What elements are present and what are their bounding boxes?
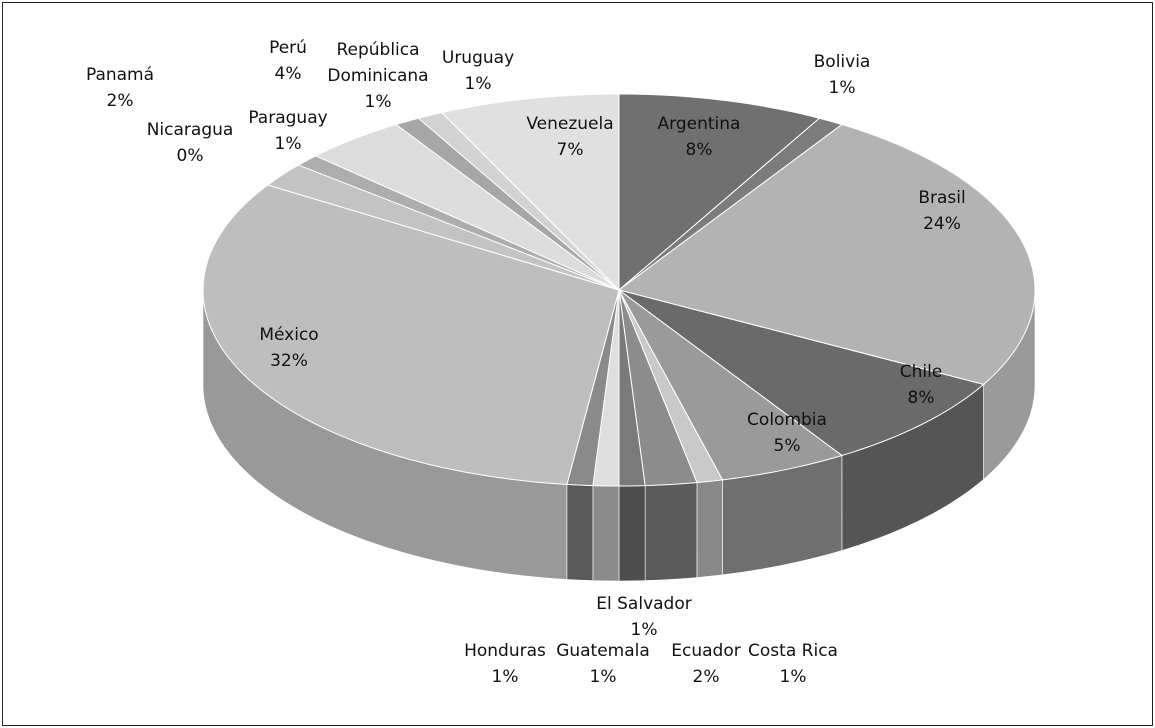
category-label: Argentina — [657, 114, 741, 134]
value-label: 1% — [274, 134, 302, 154]
value-label: 8% — [907, 388, 935, 408]
category-label: Honduras — [464, 641, 546, 661]
category-label: Guatemala — [556, 641, 650, 661]
category-label: Costa Rica — [748, 641, 838, 661]
data-label: Argentina 8% — [658, 111, 741, 163]
category-label: Colombia — [747, 410, 827, 430]
value-label: 1% — [779, 667, 807, 687]
data-label: Ecuador 2% — [671, 638, 740, 690]
data-label: Panamá 2% — [86, 62, 154, 114]
value-label: 1% — [589, 667, 617, 687]
slice — [618, 289, 986, 457]
value-label: 4% — [274, 64, 302, 84]
value-label: 2% — [692, 667, 720, 687]
slice — [617, 124, 1036, 385]
value-label: 2% — [106, 91, 134, 111]
value-label: 7% — [556, 140, 584, 160]
value-label: 5% — [773, 436, 801, 456]
data-label: Bolivia 1% — [814, 49, 871, 101]
value-label: 1% — [828, 78, 856, 98]
slice-side — [618, 485, 646, 582]
category-label: Chile — [899, 362, 943, 382]
data-label: Honduras 1% — [464, 638, 546, 690]
slice — [315, 123, 620, 291]
data-label: Guatemala 1% — [556, 638, 650, 690]
slice — [618, 289, 843, 481]
category-label: Uruguay — [441, 48, 515, 68]
slice-side — [644, 482, 698, 581]
data-label: República Dominicana 1% — [323, 37, 433, 115]
category-label: Nicaragua — [146, 120, 234, 140]
slice — [202, 184, 620, 487]
data-label: Nicaragua 0% — [147, 117, 234, 169]
data-label: Venezuela 7% — [526, 111, 613, 163]
category-label: República Dominicana — [327, 40, 429, 86]
data-label: Brasil 24% — [918, 185, 965, 237]
category-label: Paraguay — [248, 108, 328, 128]
category-label: El Salvador — [596, 594, 692, 614]
category-label: México — [259, 325, 319, 345]
category-label: Bolivia — [813, 52, 871, 72]
data-label: Uruguay 1% — [442, 45, 514, 97]
slice — [618, 289, 698, 487]
value-label: 1% — [630, 620, 658, 640]
data-label: El Salvador 1% — [596, 591, 691, 643]
category-label: Panamá — [85, 65, 155, 85]
data-label: Paraguay 1% — [248, 105, 327, 157]
data-label: México 32% — [259, 322, 318, 374]
value-label: 8% — [685, 140, 713, 160]
data-label: Perú 4% — [269, 35, 307, 87]
slice — [618, 93, 821, 292]
data-label: Chile 8% — [900, 359, 943, 411]
slice-side — [592, 485, 620, 582]
slice — [267, 164, 620, 291]
slice-side — [566, 484, 594, 581]
data-label: Colombia 5% — [747, 407, 827, 459]
category-label: Ecuador — [671, 641, 741, 661]
category-label: Brasil — [918, 188, 966, 208]
value-label: 32% — [270, 351, 308, 371]
slice — [441, 93, 620, 292]
category-label: Venezuela — [526, 114, 614, 134]
slice-side — [696, 479, 723, 578]
value-label: 1% — [464, 74, 492, 94]
value-label: 0% — [176, 146, 204, 166]
data-label: Costa Rica 1% — [748, 638, 838, 690]
value-label: 1% — [364, 92, 392, 112]
category-label: Perú — [269, 38, 307, 58]
value-label: 24% — [923, 214, 961, 234]
value-label: 1% — [491, 667, 519, 687]
